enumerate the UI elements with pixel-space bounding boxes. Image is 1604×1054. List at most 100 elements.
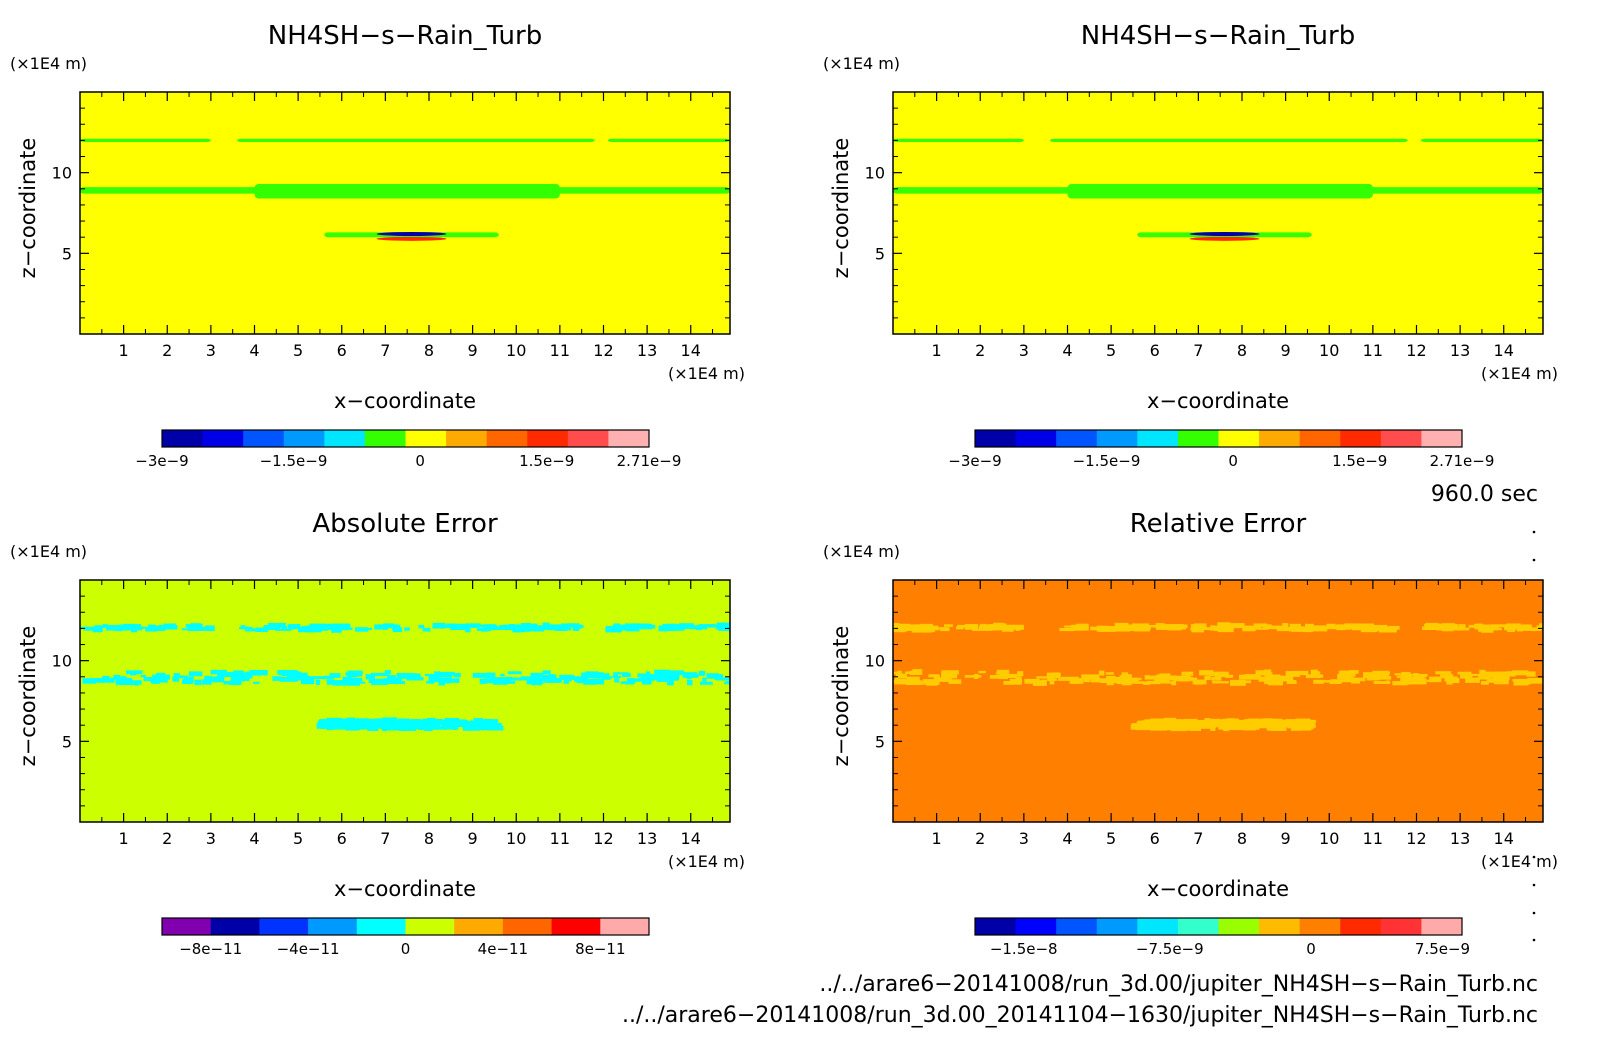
speckle-mark (1001, 625, 1016, 629)
speckle-mark (502, 676, 513, 681)
speckle-mark (1306, 626, 1313, 633)
speckle-mark (1076, 623, 1089, 628)
speckle-mark (1264, 680, 1276, 685)
speckle-mark (1275, 676, 1290, 682)
speckle-mark (1414, 675, 1424, 680)
colorbar: −3e−9 −1.5e−9 0 1.5e−9 2.71e−9 (135, 429, 681, 470)
speckle-mark (964, 624, 979, 630)
speckle-mark (567, 623, 580, 628)
speckle-mark (559, 674, 575, 680)
speckle-mark (1203, 627, 1219, 631)
x-tick-label: 7 (380, 829, 390, 848)
speckle-mark (1180, 677, 1198, 682)
speckle-mark (365, 721, 375, 728)
x-tick-label: 6 (337, 341, 347, 360)
speckle-mark (481, 627, 489, 632)
speckle-mark (405, 722, 421, 727)
colorbar-swatch (1056, 430, 1098, 447)
x-tick-label: 10 (1319, 829, 1339, 848)
speckle-mark (347, 681, 366, 684)
speckle-mark (574, 676, 589, 682)
speckle-mark (536, 675, 551, 682)
speckle-mark (1150, 718, 1167, 725)
speckle-mark (1083, 677, 1091, 683)
x-tick-label: 13 (637, 341, 657, 360)
colorbar-swatch (162, 430, 204, 447)
x-tick-label: 4 (1062, 829, 1072, 848)
speckle-mark (143, 677, 153, 682)
speckle-mark (1392, 681, 1408, 686)
speckle-mark (1425, 622, 1439, 629)
plot-frame (79, 91, 731, 335)
speckle-mark (260, 669, 268, 676)
colorbar-tick-label: 0 (401, 940, 411, 958)
speckle-mark (548, 674, 555, 678)
x-tick-label: 8 (424, 829, 434, 848)
speckle-mark (1262, 624, 1272, 629)
colorbar-swatch (1380, 918, 1422, 935)
speckle-mark (1259, 627, 1269, 630)
speckle-mark (1312, 625, 1328, 632)
colorbar-swatch (1299, 918, 1341, 935)
colorbar-tick-label: 8e−11 (575, 940, 625, 958)
speckle-mark (155, 628, 166, 631)
speckle-mark (1465, 678, 1480, 683)
z-tick-label: 10 (865, 164, 885, 183)
speckle-mark (368, 678, 387, 683)
x-unit-label: (×1E4 m) (1481, 852, 1558, 871)
speckle-mark (999, 673, 1017, 679)
speckle-mark (80, 626, 91, 630)
speckle-mark (895, 673, 907, 679)
speckle-mark (433, 671, 441, 677)
z-tick-label: 5 (875, 732, 885, 751)
speckle-mark (336, 726, 341, 729)
z-unit-label: (×1E4 m) (10, 54, 87, 73)
speckle-mark (486, 725, 504, 731)
speckle-mark (1458, 624, 1466, 628)
colorbar-swatch (1380, 430, 1422, 447)
colorbar-frame (161, 429, 650, 448)
z-tick-label: 5 (62, 244, 72, 263)
speckle-mark (1050, 672, 1060, 675)
speckle-mark (429, 725, 441, 730)
x-tick-label: 3 (206, 341, 216, 360)
speckle-mark (347, 672, 359, 677)
speckle-mark (545, 679, 562, 683)
colorbar-swatch (308, 918, 358, 935)
speckle-mark (1214, 671, 1229, 678)
colorbar-swatch (1056, 918, 1098, 935)
speckle-mark (1305, 623, 1314, 627)
speckle-mark (668, 676, 673, 680)
speckle-mark (435, 720, 441, 723)
colorbar-swatch (1259, 430, 1301, 447)
speckle-mark (1463, 627, 1470, 631)
speckle-mark (1121, 680, 1132, 686)
x-tick-label: 4 (1062, 341, 1072, 360)
speckle-mark (1340, 670, 1348, 675)
colorbar-swatch (446, 430, 488, 447)
x-tick-label: 6 (1150, 341, 1160, 360)
colorbar-swatch (364, 430, 406, 447)
speckle-mark (1003, 681, 1022, 685)
speckle-mark (1145, 723, 1155, 728)
colorbar-swatch (567, 430, 609, 447)
speckle-mark (1292, 674, 1300, 677)
speckle-mark (621, 672, 631, 677)
speckle-mark (378, 624, 397, 627)
speckle-mark (1093, 676, 1100, 682)
speckle-mark (909, 670, 915, 676)
speckle-mark (1176, 719, 1183, 723)
colorbar-tick-label: −1.5e−9 (260, 452, 328, 470)
speckle-mark (893, 622, 900, 629)
colorbar-frame (974, 429, 1463, 448)
speckle-mark (344, 718, 363, 723)
speckle-mark (326, 679, 334, 685)
speckle-mark (980, 623, 987, 627)
speckle-mark (626, 626, 640, 632)
speckle-mark (418, 624, 425, 629)
speckle-mark (689, 625, 700, 630)
x-axis-label: x−coordinate (334, 389, 476, 413)
field-features (893, 138, 1543, 241)
